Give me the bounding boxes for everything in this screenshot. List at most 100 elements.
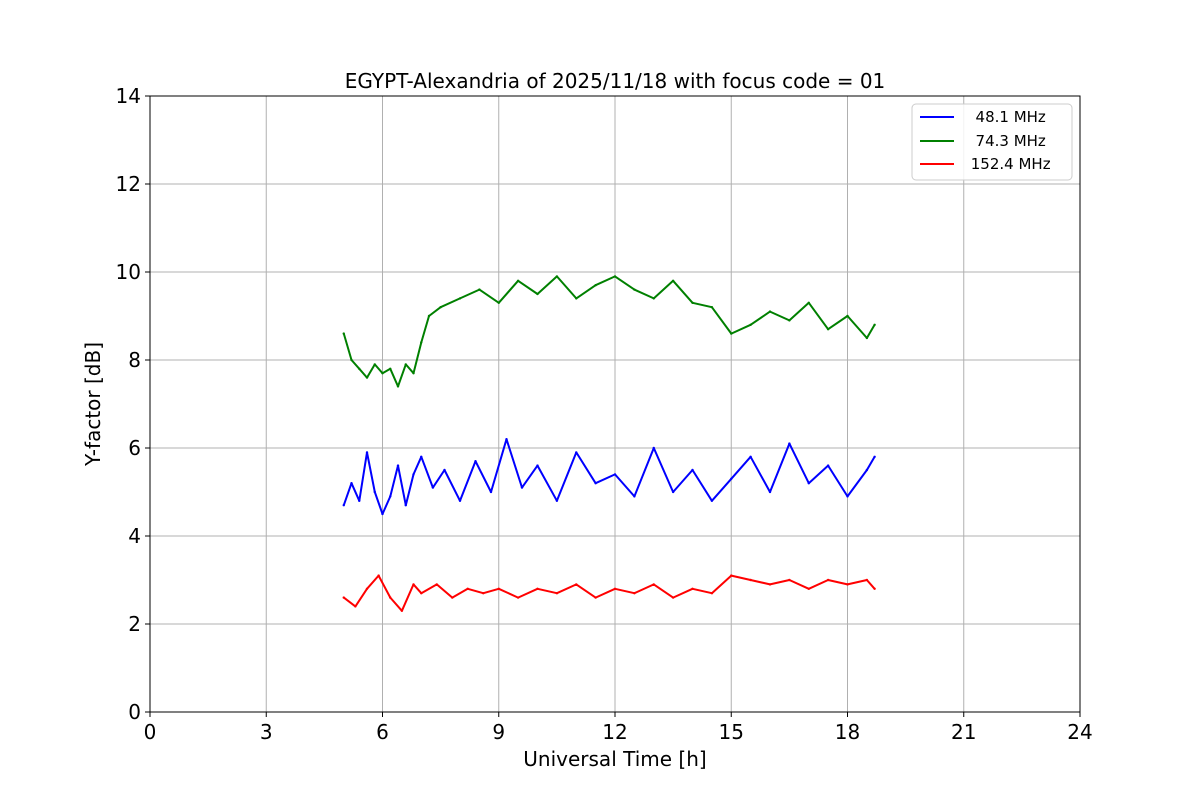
data-point-74mhz xyxy=(633,288,636,291)
data-point-152mhz xyxy=(482,592,485,595)
data-point-74mhz xyxy=(365,376,369,379)
data-point-152mhz xyxy=(749,578,752,582)
data-point-74mhz xyxy=(350,358,353,362)
data-point-48mhz xyxy=(826,464,830,467)
data-point-74mhz xyxy=(536,292,539,296)
data-point-48mhz xyxy=(555,499,559,502)
data-point-152mhz xyxy=(613,587,617,590)
data-point-74mhz xyxy=(497,301,500,304)
data-point-152mhz xyxy=(788,578,791,582)
data-point-48mhz xyxy=(865,468,869,472)
data-point-152mhz xyxy=(846,583,849,586)
data-point-152mhz xyxy=(594,596,597,599)
data-point-152mhz xyxy=(671,596,675,599)
data-point-48mhz xyxy=(474,460,477,463)
data-point-74mhz xyxy=(768,310,772,313)
y-tick-label: 4 xyxy=(128,524,141,548)
data-point-48mhz xyxy=(594,482,597,485)
series-line-74mhz xyxy=(342,275,876,388)
data-point-74mhz xyxy=(652,297,655,300)
data-point-152mhz xyxy=(691,587,694,590)
data-point-152mhz xyxy=(451,596,454,599)
x-tick-label: 9 xyxy=(492,720,505,744)
legend-box xyxy=(911,103,1073,181)
data-point-74mhz xyxy=(358,367,361,370)
data-point-152mhz xyxy=(873,587,876,590)
data-point-74mhz xyxy=(404,363,407,366)
data-point-48mhz xyxy=(396,464,400,467)
data-point-152mhz xyxy=(516,596,520,599)
data-point-74mhz xyxy=(396,385,400,388)
data-point-74mhz xyxy=(865,336,869,340)
data-point-48mhz xyxy=(489,490,493,494)
y-tick-label: 0 xyxy=(128,700,141,724)
data-point-74mhz xyxy=(788,319,791,322)
data-point-48mhz xyxy=(358,499,361,502)
data-point-152mhz xyxy=(389,596,392,599)
data-point-74mhz xyxy=(807,301,810,304)
legend: 48.1 MHz 74.3 MHz 152.4 MHz xyxy=(911,103,1073,181)
data-point-48mhz xyxy=(873,455,876,458)
y-tick-label: 14 xyxy=(116,84,141,108)
x-tick-label: 6 xyxy=(376,720,389,744)
x-tick-label: 15 xyxy=(719,720,744,744)
data-point-152mhz xyxy=(865,578,869,582)
data-point-152mhz xyxy=(730,574,733,577)
data-point-74mhz xyxy=(439,306,442,309)
data-point-48mhz xyxy=(768,490,772,494)
data-point-74mhz xyxy=(427,314,431,318)
data-point-152mhz xyxy=(412,583,415,586)
data-point-74mhz xyxy=(516,279,520,282)
data-point-48mhz xyxy=(365,451,369,454)
data-point-152mhz xyxy=(435,583,438,586)
x-tick-label: 18 xyxy=(835,720,860,744)
data-point-152mhz xyxy=(466,587,469,590)
data-point-74mhz xyxy=(478,288,481,291)
data-point-74mhz xyxy=(342,332,345,335)
data-point-74mhz xyxy=(846,314,849,318)
data-point-48mhz xyxy=(652,446,655,450)
data-point-74mhz xyxy=(575,297,578,300)
data-point-152mhz xyxy=(400,609,404,612)
data-point-48mhz xyxy=(691,468,694,472)
data-point-152mhz xyxy=(420,592,423,595)
data-point-48mhz xyxy=(520,486,524,489)
y-tick-label: 12 xyxy=(116,172,141,196)
data-point-74mhz xyxy=(389,367,392,370)
data-point-48mhz xyxy=(575,451,578,454)
data-point-152mhz xyxy=(575,583,578,586)
data-point-48mhz xyxy=(710,499,714,502)
data-point-48mhz xyxy=(749,455,752,458)
data-point-48mhz xyxy=(505,438,508,441)
data-point-74mhz xyxy=(420,341,423,344)
data-point-152mhz xyxy=(497,587,500,590)
data-point-48mhz xyxy=(350,482,353,485)
data-point-74mhz xyxy=(730,332,733,335)
data-point-74mhz xyxy=(826,328,830,331)
data-point-48mhz xyxy=(613,473,617,476)
data-point-74mhz xyxy=(691,301,694,304)
data-point-74mhz xyxy=(613,275,617,278)
data-point-74mhz xyxy=(381,372,384,375)
data-point-48mhz xyxy=(412,473,415,476)
series-layer xyxy=(342,275,876,612)
legend-label-152mhz: 152.4 MHz xyxy=(966,155,1051,173)
x-axis-label: Universal Time [h] xyxy=(523,747,706,771)
x-tick-label: 12 xyxy=(602,720,627,744)
data-point-74mhz xyxy=(412,372,415,375)
data-point-74mhz xyxy=(873,323,876,326)
data-point-152mhz xyxy=(807,587,810,590)
data-point-152mhz xyxy=(768,583,772,586)
data-point-48mhz xyxy=(381,512,384,516)
y-axis-label: Y-factor [dB] xyxy=(81,342,105,467)
data-point-48mhz xyxy=(458,499,462,502)
x-tick-label: 24 xyxy=(1067,720,1092,744)
data-point-152mhz xyxy=(633,592,636,595)
data-point-48mhz xyxy=(633,495,636,498)
legend-label-48mhz: 48.1 MHz xyxy=(966,108,1046,126)
data-point-152mhz xyxy=(555,592,559,595)
data-point-152mhz xyxy=(377,574,380,577)
chart-title: EGYPT-Alexandria of 2025/11/18 with focu… xyxy=(345,69,886,93)
